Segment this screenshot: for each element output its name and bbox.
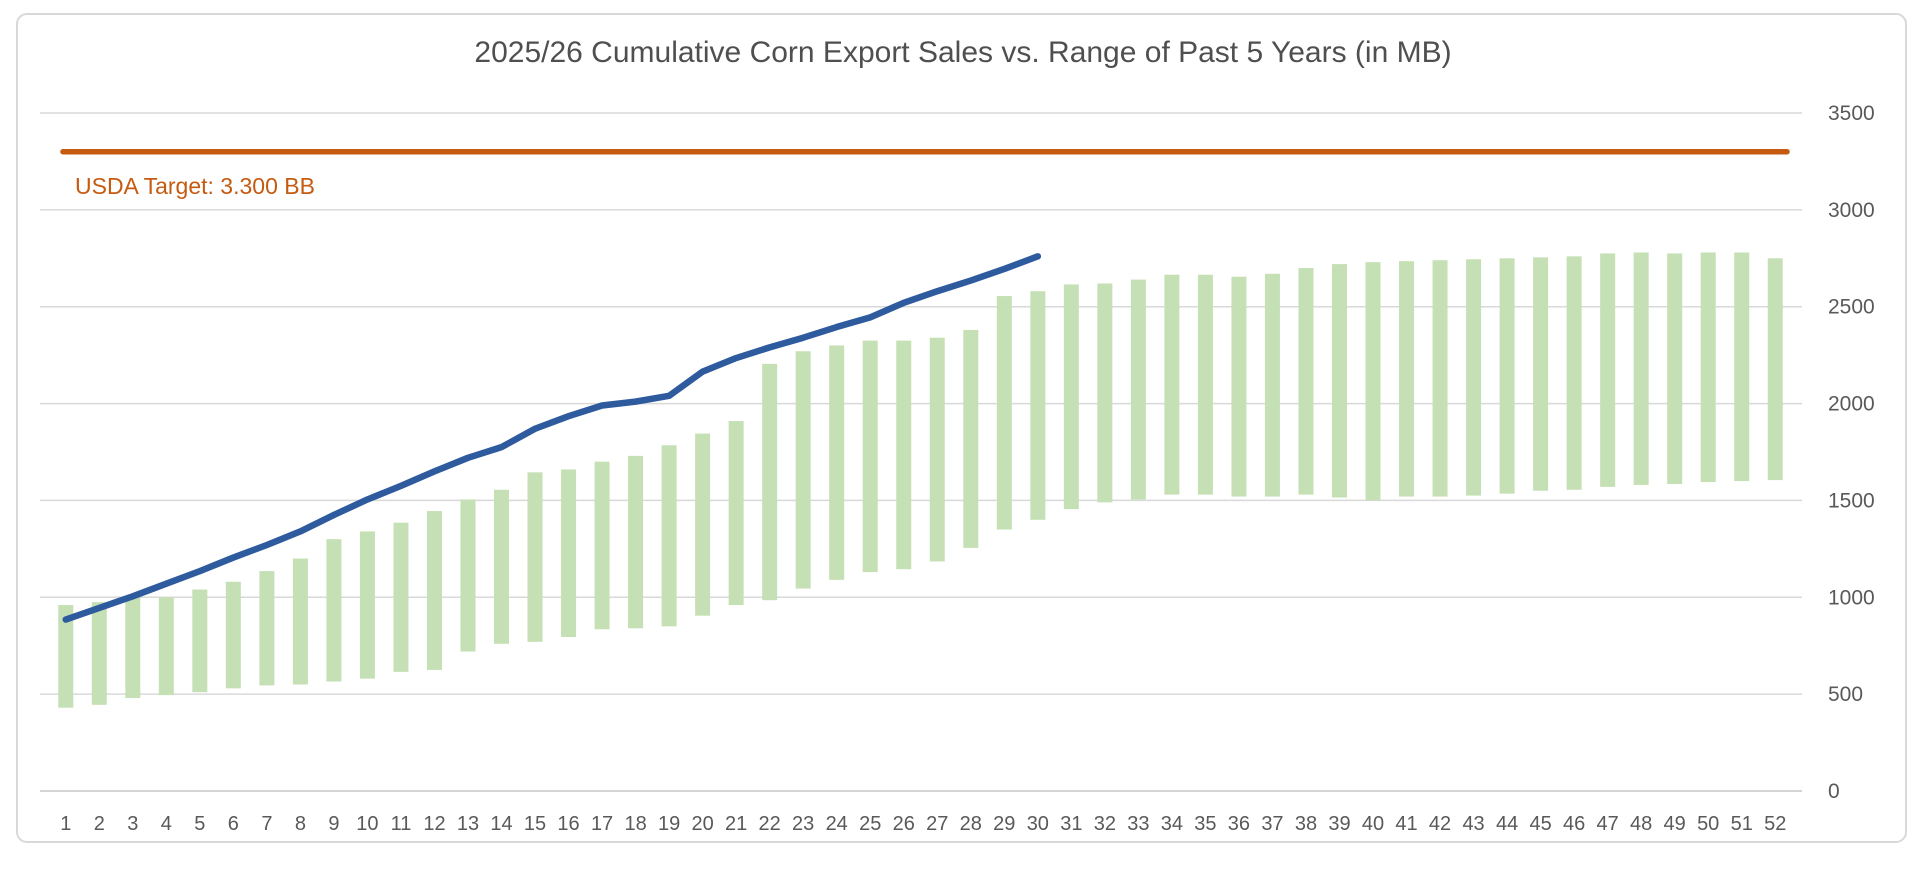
svg-text:45: 45 <box>1529 813 1551 835</box>
svg-text:32: 32 <box>1094 813 1116 835</box>
svg-text:46: 46 <box>1563 813 1585 835</box>
svg-text:21: 21 <box>725 813 747 835</box>
svg-text:23: 23 <box>792 813 814 835</box>
svg-text:3500: 3500 <box>1828 102 1875 125</box>
svg-text:27: 27 <box>926 813 948 835</box>
svg-text:35: 35 <box>1194 813 1216 835</box>
svg-text:31: 31 <box>1060 813 1082 835</box>
usda-target-label: USDA Target: 3.300 BB <box>75 173 315 199</box>
svg-text:1000: 1000 <box>1828 586 1875 609</box>
svg-text:25: 25 <box>859 813 881 835</box>
chart-title: 2025/26 Cumulative Corn Export Sales vs.… <box>474 36 1451 69</box>
svg-text:42: 42 <box>1429 813 1451 835</box>
svg-text:26: 26 <box>893 813 915 835</box>
svg-text:7: 7 <box>261 813 272 835</box>
svg-text:41: 41 <box>1395 813 1417 835</box>
svg-text:18: 18 <box>624 813 646 835</box>
svg-text:36: 36 <box>1228 813 1250 835</box>
svg-text:500: 500 <box>1828 683 1863 706</box>
svg-text:10: 10 <box>356 813 378 835</box>
svg-text:49: 49 <box>1664 813 1686 835</box>
svg-text:33: 33 <box>1127 813 1149 835</box>
svg-text:34: 34 <box>1161 813 1183 835</box>
svg-text:11: 11 <box>391 813 412 835</box>
svg-text:50: 50 <box>1697 813 1719 835</box>
svg-text:38: 38 <box>1295 813 1317 835</box>
svg-text:1500: 1500 <box>1828 489 1875 512</box>
svg-text:1: 1 <box>60 813 71 835</box>
svg-text:12: 12 <box>423 813 445 835</box>
chart-border <box>16 13 1907 843</box>
svg-text:44: 44 <box>1496 813 1518 835</box>
svg-text:37: 37 <box>1261 813 1283 835</box>
svg-text:29: 29 <box>993 813 1015 835</box>
svg-text:51: 51 <box>1731 813 1753 835</box>
sales-line <box>62 253 1042 623</box>
svg-text:9: 9 <box>328 813 339 835</box>
svg-text:5: 5 <box>194 813 205 835</box>
svg-text:17: 17 <box>591 813 613 835</box>
svg-text:2: 2 <box>94 813 105 835</box>
svg-text:16: 16 <box>557 813 579 835</box>
svg-text:24: 24 <box>826 813 848 835</box>
svg-text:3: 3 <box>127 813 138 835</box>
svg-text:2000: 2000 <box>1828 393 1875 416</box>
svg-text:28: 28 <box>960 813 982 835</box>
svg-text:0: 0 <box>1828 780 1840 803</box>
svg-text:52: 52 <box>1764 813 1786 835</box>
svg-text:22: 22 <box>759 813 781 835</box>
svg-text:47: 47 <box>1597 813 1619 835</box>
svg-text:19: 19 <box>658 813 680 835</box>
svg-text:2500: 2500 <box>1828 296 1875 319</box>
x-axis-labels: 1 2 3 4 5 6 7 8 9 10 11 12 13 14 15 16 17 18 19 20 21 22 23 24 2… <box>60 813 1786 835</box>
svg-text:48: 48 <box>1630 813 1652 835</box>
svg-text:3000: 3000 <box>1828 199 1875 222</box>
svg-text:13: 13 <box>457 813 479 835</box>
svg-text:14: 14 <box>490 813 512 835</box>
y-axis-labels: 0 500 1000 1500 2000 2500 3000 3500 <box>1828 102 1875 803</box>
svg-text:39: 39 <box>1328 813 1350 835</box>
svg-text:15: 15 <box>524 813 546 835</box>
svg-text:20: 20 <box>692 813 714 835</box>
svg-text:30: 30 <box>1027 813 1049 835</box>
svg-text:4: 4 <box>161 813 172 835</box>
svg-text:43: 43 <box>1462 813 1484 835</box>
svg-text:40: 40 <box>1362 813 1384 835</box>
svg-text:8: 8 <box>295 813 306 835</box>
svg-text:6: 6 <box>228 813 239 835</box>
range-bars <box>58 252 1783 708</box>
